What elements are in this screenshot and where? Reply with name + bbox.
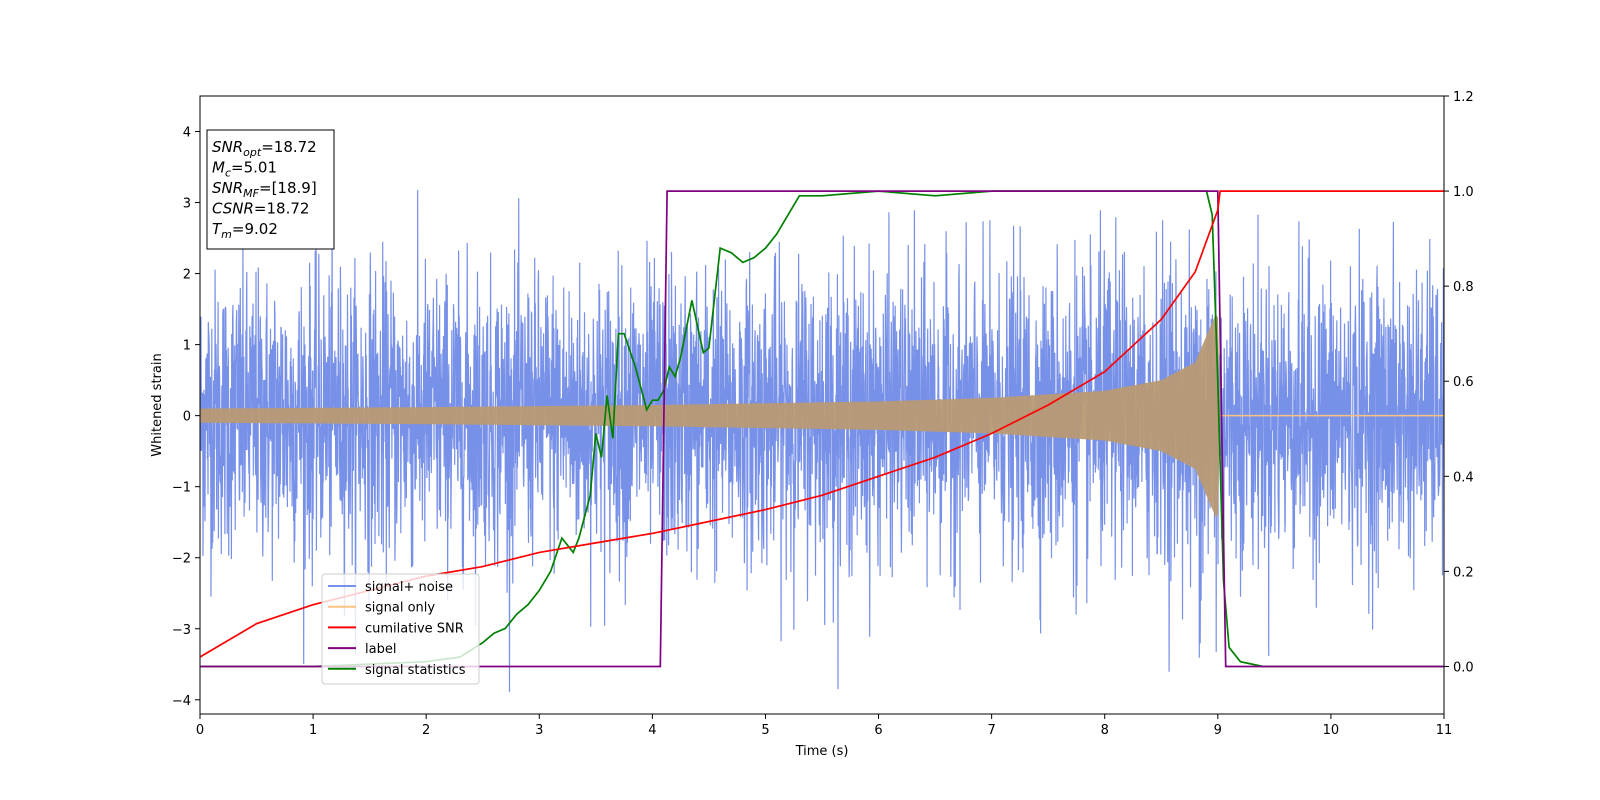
info-box: SNRopt=18.72Mc=5.01SNRMF=[18.9]CSNR=18.7…: [206, 129, 335, 250]
x-axis-label: Time (s): [795, 744, 849, 759]
series-label-line: [200, 190, 1444, 668]
x-tick-label: 9: [1214, 723, 1222, 738]
y-left-tick-label: −2: [172, 552, 191, 567]
y-left-tick-label: 0: [183, 410, 191, 425]
axes: 0 1 2 3 4 5 6 7 8 9 10 11 −4 −3 −2 −1 0 1 2 3 4 0.0 0.2 0.4 0.6 0…: [172, 90, 1474, 738]
x-tick-label: 5: [761, 723, 769, 738]
y-right-tick-label: 0.2: [1453, 565, 1474, 580]
legend-label: label: [365, 642, 396, 657]
info-box-frame: [206, 129, 335, 250]
info-box-line: Tm=9.02: [212, 220, 278, 241]
y-right-tick-label: 0.8: [1453, 280, 1474, 295]
legend-label: signal+ noise: [365, 580, 453, 595]
x-tick-label: 0: [196, 723, 204, 738]
y-right-tick-label: 1.0: [1453, 185, 1474, 200]
info-box-line: SNRMF=[18.9]: [212, 179, 317, 200]
info-box-line: SNRopt=18.72: [212, 138, 317, 159]
legend-label: signal statistics: [365, 663, 466, 678]
x-tick-label: 8: [1101, 723, 1109, 738]
x-tick-label: 1: [309, 723, 317, 738]
y-left-tick-label: 4: [183, 126, 191, 141]
legend-frame: [321, 573, 480, 685]
x-tick-label: 6: [874, 723, 882, 738]
x-tick-label: 10: [1323, 723, 1340, 738]
x-tick-label: 4: [648, 723, 656, 738]
info-box-line: Mc=5.01: [212, 159, 277, 180]
y-left-tick-label: −3: [172, 623, 191, 638]
y-left-tick-label: 1: [183, 339, 191, 354]
x-tick-label: 2: [422, 723, 430, 738]
legend-label: signal only: [365, 601, 435, 616]
y-left-tick-label: −1: [172, 481, 191, 496]
y-left-tick-label: 2: [183, 268, 191, 283]
x-tick-label: 11: [1436, 723, 1453, 738]
y-left-tick-label: −4: [172, 694, 191, 709]
legend-label: cumilative SNR: [365, 621, 464, 636]
x-tick-label: 7: [987, 723, 995, 738]
legend: signal+ noise signal only cumilative SNR la…: [321, 573, 480, 685]
series-signal-noise-line: [200, 189, 1444, 693]
y-axis-label: Whitened strain: [150, 353, 165, 456]
info-box-line: CSNR=18.72: [212, 200, 309, 218]
y-right-tick-label: 1.2: [1453, 90, 1474, 105]
y-right-tick-label: 0.0: [1453, 660, 1474, 675]
y-left-tick-label: 3: [183, 197, 191, 212]
x-tick-label: 3: [535, 723, 543, 738]
y-right-tick-label: 0.6: [1453, 375, 1474, 390]
y-right-tick-label: 0.4: [1453, 470, 1474, 485]
plot-frame: [199, 95, 1445, 715]
series-signal-only-band: [200, 313, 1444, 518]
